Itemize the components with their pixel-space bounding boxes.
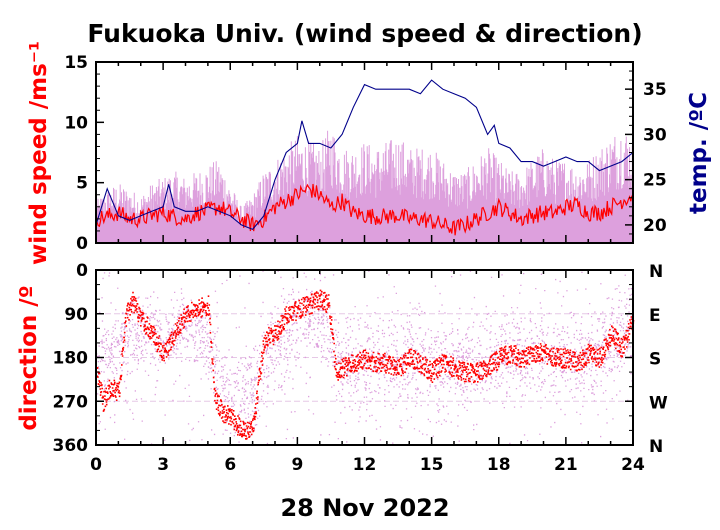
chart-title: Fukuoka Univ. (wind speed & direction) [87,19,642,48]
direction-tick-label: 180 [53,349,89,369]
temp-tick-label: 20 [643,216,667,236]
direction-tick-label: 360 [53,436,89,456]
x-tick-label: 9 [291,455,303,475]
direction-tick-label: 270 [53,392,89,412]
temperature-line [95,79,634,231]
bottom-axis-ticks: 0 3 6 9 12 15 18 21 24 0 90 180 270 360 N E S W N [53,261,669,475]
temperature-axis-label: temp. /ºC [686,92,712,214]
direction-tick-label: 90 [64,305,88,325]
x-tick-label: 12 [353,455,377,475]
speed-tick-label: 10 [64,113,88,133]
compass-tick-label: E [649,306,661,326]
speed-tick-label: 15 [64,53,88,73]
direction-scatter-series [96,270,634,445]
speed-tick-label: 5 [76,174,88,194]
temperature-series [95,79,634,231]
compass-tick-label: S [649,350,661,370]
wind-gust-spikes [95,130,633,243]
direction-mean-points [96,289,635,440]
compass-tick-label: N [649,262,663,282]
compass-tick-label: N [649,437,663,457]
x-tick-label: 3 [157,455,169,475]
wind-speed-axis-label: wind speed /ms⁻¹ [26,41,52,265]
x-tick-label: 6 [224,455,236,475]
direction-tick-label: 0 [76,261,88,281]
x-tick-label: 15 [420,455,444,475]
direction-scatter-points [96,270,634,445]
direction-mean-series [96,289,635,440]
x-axis-label: 28 Nov 2022 [280,494,449,522]
x-tick-label: 21 [554,455,578,475]
temp-tick-label: 35 [643,80,667,100]
compass-tick-label: W [649,393,668,413]
wind-gust-series [95,130,633,243]
temp-tick-label: 25 [643,171,667,191]
temp-tick-label: 30 [643,125,667,145]
wind-speed-line [95,183,633,236]
direction-axis-label: direction /º [16,285,42,430]
x-tick-label: 18 [487,455,511,475]
x-tick-label: 24 [621,455,645,475]
x-tick-label: 0 [90,455,102,475]
speed-tick-label: 0 [76,234,88,254]
top-axis-ticks: 0 5 10 15 20 25 30 35 [64,53,667,254]
wind-speed-series [95,183,633,236]
